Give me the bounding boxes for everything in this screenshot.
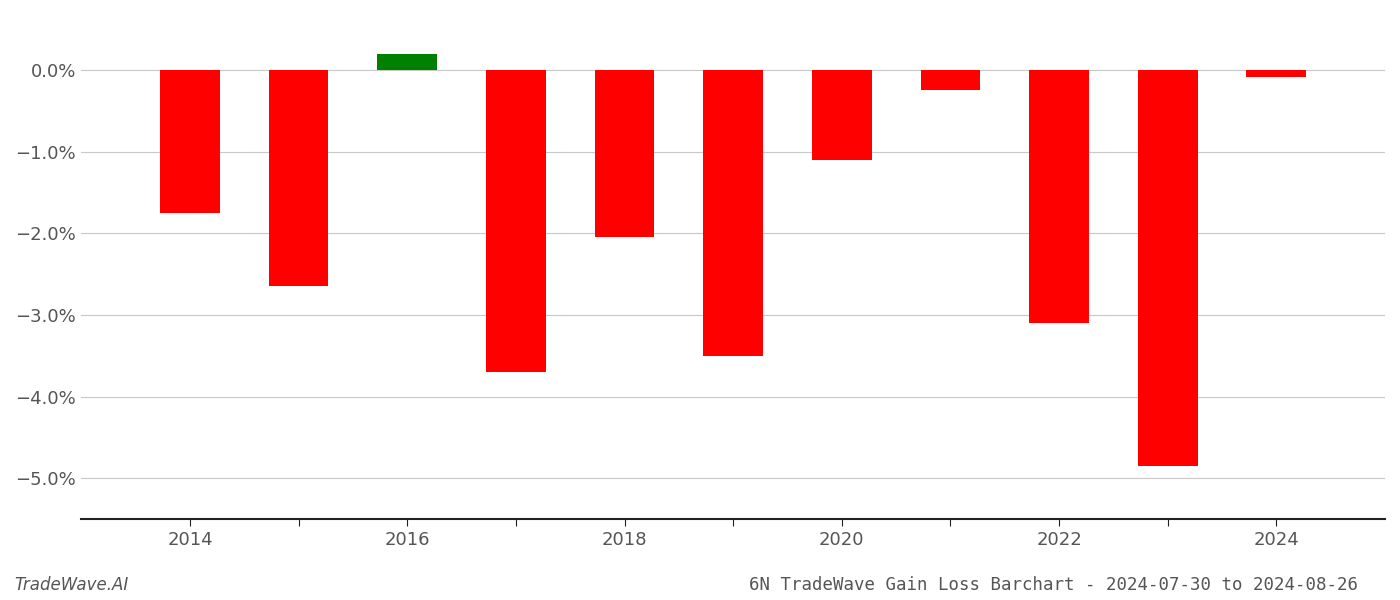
Bar [1029, 70, 1089, 323]
Text: 6N TradeWave Gain Loss Barchart - 2024-07-30 to 2024-08-26: 6N TradeWave Gain Loss Barchart - 2024-0… [749, 576, 1358, 594]
Bar [703, 70, 763, 356]
Bar [378, 53, 437, 70]
Bar [595, 70, 654, 238]
Bar [1246, 70, 1306, 77]
Bar [160, 70, 220, 213]
Bar [269, 70, 329, 286]
Bar [921, 70, 980, 91]
Bar [1138, 70, 1197, 466]
Text: TradeWave.AI: TradeWave.AI [14, 576, 129, 594]
Bar [812, 70, 872, 160]
Bar [486, 70, 546, 372]
